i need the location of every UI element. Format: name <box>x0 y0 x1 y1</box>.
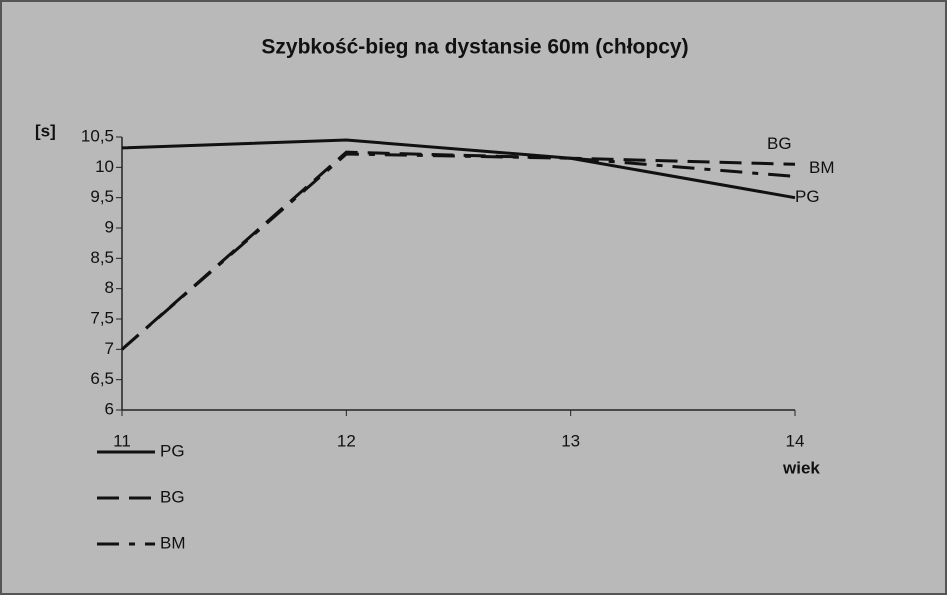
y-tick-label: 9 <box>105 217 114 236</box>
y-tick-label: 10 <box>95 157 114 176</box>
series-end-label: BG <box>767 134 792 153</box>
x-axis-label: wiek <box>782 458 820 477</box>
x-tick-label: 13 <box>561 431 580 450</box>
series-end-label: PG <box>795 187 820 206</box>
y-tick-label: 8,5 <box>90 248 114 267</box>
y-axis-label: [s] <box>35 121 56 140</box>
y-tick-label: 6,5 <box>90 369 114 388</box>
y-tick-label: 8 <box>105 278 114 297</box>
chart-title: Szybkość-bieg na dystansie 60m (chłopcy) <box>261 36 688 59</box>
x-tick-label: 12 <box>337 431 356 450</box>
y-tick-label: 7,5 <box>90 308 114 327</box>
series-line <box>121 138 796 200</box>
legend-label: BM <box>160 533 186 552</box>
y-tick-label: 10,5 <box>81 126 114 145</box>
legend-label: BG <box>160 487 185 506</box>
x-tick-label: 11 <box>113 431 131 450</box>
y-tick-label: 6 <box>105 399 114 418</box>
x-tick-label: 14 <box>786 431 805 450</box>
series-line <box>121 152 796 351</box>
y-tick-label: 9,5 <box>90 187 114 206</box>
legend-label: PG <box>160 441 185 460</box>
series-end-label: BM <box>809 158 835 177</box>
y-tick-label: 7 <box>105 339 114 358</box>
